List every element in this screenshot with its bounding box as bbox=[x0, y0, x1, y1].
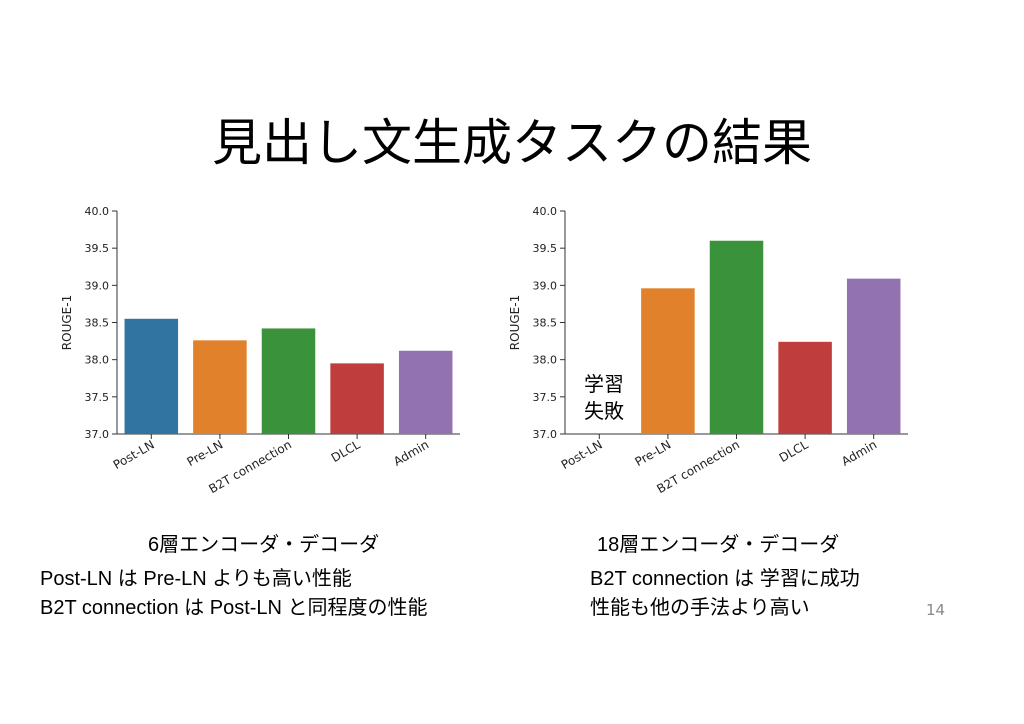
bar-pre-ln bbox=[193, 340, 247, 434]
x-tick-label: Admin bbox=[839, 437, 879, 468]
chart-6-layer: 37.0 37.5 38.0 38.5 39.0 39.5 40.0 ROUGE-1 Post-… bbox=[60, 205, 460, 496]
bar-dlcl bbox=[330, 363, 384, 434]
bar-post-ln bbox=[124, 318, 179, 434]
y-tick-label: 39.0 bbox=[533, 279, 558, 292]
y-tick-label: 38.0 bbox=[533, 354, 558, 367]
bar-admin bbox=[398, 350, 453, 434]
y-tick-label: 40.0 bbox=[85, 205, 110, 218]
bar-admin bbox=[846, 278, 901, 434]
y-tick-label: 37.0 bbox=[533, 428, 558, 441]
x-tick-label: Pre-LN bbox=[185, 437, 226, 469]
x-tick-label: Post-LN bbox=[111, 437, 157, 472]
x-tick-label: Admin bbox=[391, 437, 431, 468]
x-tick-label: DLCL bbox=[777, 437, 811, 465]
note-left-2: B2T connection は Post-LN と同程度の性能 bbox=[40, 597, 428, 619]
page-number: 14 bbox=[926, 601, 946, 619]
y-axis-label: ROUGE-1 bbox=[60, 295, 74, 350]
y-tick-label: 38.5 bbox=[533, 317, 558, 330]
y-tick-label: 37.0 bbox=[85, 428, 110, 441]
y-tick-label: 38.5 bbox=[85, 317, 110, 330]
note-right-1: B2T connection は 学習に成功 bbox=[590, 568, 860, 590]
y-tick-label: 39.0 bbox=[85, 279, 110, 292]
y-tick-label: 39.5 bbox=[85, 242, 110, 255]
x-tick-label: Post-LN bbox=[559, 437, 605, 472]
x-tick-label: DLCL bbox=[329, 437, 363, 465]
annotation-line-1: 学習 bbox=[584, 372, 624, 396]
y-axis-label: ROUGE-1 bbox=[508, 295, 522, 350]
bar-b2t-connection bbox=[261, 328, 316, 434]
x-tick-label: Pre-LN bbox=[633, 437, 674, 469]
annotation-line-2: 失敗 bbox=[584, 399, 624, 423]
note-left-1: Post-LN は Pre-LN よりも高い性能 bbox=[40, 568, 352, 590]
bar-dlcl bbox=[778, 341, 832, 434]
chart-18-layer: 37.0 37.5 38.0 38.5 39.0 39.5 40.0 ROUGE-1 Post-… bbox=[508, 205, 908, 496]
y-tick-label: 37.5 bbox=[85, 391, 110, 404]
note-right-2: 性能も他の手法より高い bbox=[590, 597, 810, 619]
y-tick-label: 38.0 bbox=[85, 354, 110, 367]
training-failed-annotation: 学習 失敗 bbox=[584, 371, 624, 425]
caption-6-layer: 6層エンコーダ・デコーダ bbox=[148, 534, 380, 556]
caption-18-layer: 18層エンコーダ・デコーダ bbox=[597, 534, 840, 556]
y-tick-label: 37.5 bbox=[533, 391, 558, 404]
bar-b2t-connection bbox=[709, 240, 764, 434]
slide-title: 見出し文生成タスクの結果 bbox=[212, 114, 812, 172]
y-tick-label: 39.5 bbox=[533, 242, 558, 255]
bar-pre-ln bbox=[641, 288, 695, 434]
y-tick-label: 40.0 bbox=[533, 205, 558, 218]
